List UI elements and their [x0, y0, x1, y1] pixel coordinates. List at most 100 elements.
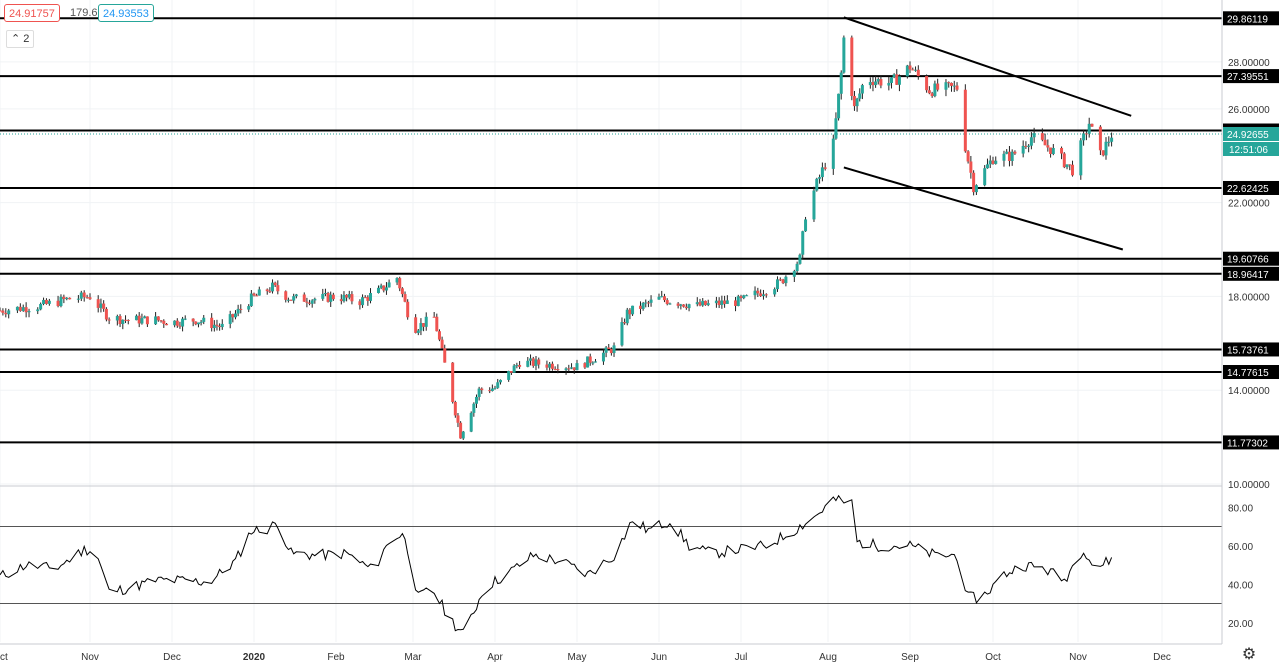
candle-body	[676, 303, 680, 306]
candle-body	[657, 296, 661, 300]
ask-price-box[interactable]: 24.93553	[98, 4, 154, 22]
candle-body	[591, 362, 595, 364]
candle-body	[1107, 141, 1111, 143]
candle-body	[879, 79, 883, 86]
candle-body	[868, 82, 872, 86]
price-tick-label: 26.00000	[1228, 105, 1270, 116]
candle-body	[339, 299, 343, 302]
candle-body	[933, 83, 937, 97]
candle-body	[778, 279, 782, 281]
price-tick-label: 18.00000	[1228, 292, 1270, 303]
candle-body	[165, 323, 169, 326]
candle-body	[1098, 126, 1102, 151]
candle-body	[850, 37, 854, 96]
level-price-tag	[1223, 435, 1279, 450]
candle-body	[905, 65, 909, 77]
time-axis[interactable]: Nov Dec 2020 Feb Mar Apr May Jun Jul Aug Sep Oct Nov…	[0, 652, 1171, 663]
candle-body	[1062, 153, 1066, 168]
candle-body	[366, 297, 370, 301]
candle-body	[1049, 147, 1053, 154]
candle-body	[801, 231, 805, 255]
candle-body	[972, 172, 976, 193]
candle-body	[76, 298, 80, 300]
level-price-tag	[1223, 11, 1279, 26]
candle-body	[1060, 147, 1064, 154]
candle-body	[812, 190, 816, 220]
candle-body	[649, 299, 653, 303]
candle-body	[323, 292, 327, 294]
candle-body	[628, 309, 632, 315]
candle-body	[99, 303, 103, 308]
candle-body	[440, 339, 444, 349]
trend-channel-upper[interactable]	[843, 16, 1132, 117]
level-price-label: 11.77302	[1227, 438, 1268, 449]
candle-body	[1082, 133, 1086, 141]
candle-body	[1101, 150, 1105, 156]
candle-body	[588, 356, 592, 363]
candle-body	[247, 306, 251, 310]
candle-body	[526, 360, 530, 367]
candle-body	[369, 293, 373, 301]
candle-body	[68, 297, 72, 300]
candle-body	[361, 297, 365, 306]
candle-body	[469, 412, 473, 432]
candle-body	[474, 396, 478, 404]
candle-body	[1046, 145, 1050, 148]
candle-body	[102, 303, 106, 309]
candle-body	[804, 219, 808, 232]
candle-body	[379, 285, 383, 288]
candle-body	[42, 299, 46, 304]
candle-body	[252, 293, 256, 296]
candle-body	[695, 302, 699, 305]
candle-body	[620, 322, 624, 346]
level-price-tag	[1223, 266, 1279, 281]
oscillator-tick-label: 60.00	[1228, 542, 1253, 553]
candle-body	[839, 72, 843, 94]
candle-body	[625, 309, 629, 324]
candle-body	[414, 317, 418, 333]
candle-body	[930, 93, 934, 97]
time-tick-label: May	[568, 652, 587, 663]
candle-body	[456, 415, 460, 423]
gear-icon[interactable]: ⚙	[1241, 646, 1257, 663]
candle-body	[496, 382, 500, 388]
candle-body	[607, 347, 611, 350]
candle-body	[1090, 123, 1094, 127]
candle-body	[761, 294, 765, 297]
level-price-label: 22.62425	[1227, 184, 1269, 195]
candle-body	[1110, 137, 1114, 142]
candle-body	[944, 82, 948, 90]
candle-body	[350, 294, 354, 302]
candle-body	[764, 294, 768, 296]
candle-body	[742, 295, 746, 299]
trend-channel-lower[interactable]	[843, 166, 1124, 251]
indicator-collapse-button[interactable]: ⌃ 2	[6, 30, 35, 48]
candle-body	[1021, 145, 1025, 154]
candle-body	[387, 282, 391, 288]
candle-body	[443, 348, 447, 363]
candle-body	[668, 303, 672, 305]
candle-body	[604, 347, 608, 353]
candle-body	[874, 81, 878, 86]
candle-body	[218, 325, 222, 328]
candle-body	[422, 323, 426, 327]
level-price-label: 14.77615	[1227, 368, 1269, 379]
level-lines	[0, 17, 1222, 444]
candle-body	[753, 290, 757, 296]
candle-body	[679, 304, 683, 306]
candle-body	[701, 300, 705, 306]
candle-body	[594, 361, 598, 363]
candle-body	[24, 307, 28, 313]
bid-price-box[interactable]: 24.91757	[4, 4, 60, 22]
candle-body	[437, 331, 441, 340]
time-tick-label: Oct	[985, 652, 1001, 663]
candle-body	[1068, 164, 1072, 166]
candle-body	[820, 167, 824, 178]
price-axis-background	[1222, 0, 1280, 667]
candle-body	[1043, 139, 1047, 146]
candle-body	[687, 304, 691, 309]
price-axis[interactable]: 10.00000 14.00000 18.00000 22.00000 26.00000…	[1221, 0, 1280, 667]
candle-body	[1002, 153, 1006, 161]
candle-body	[852, 95, 856, 107]
